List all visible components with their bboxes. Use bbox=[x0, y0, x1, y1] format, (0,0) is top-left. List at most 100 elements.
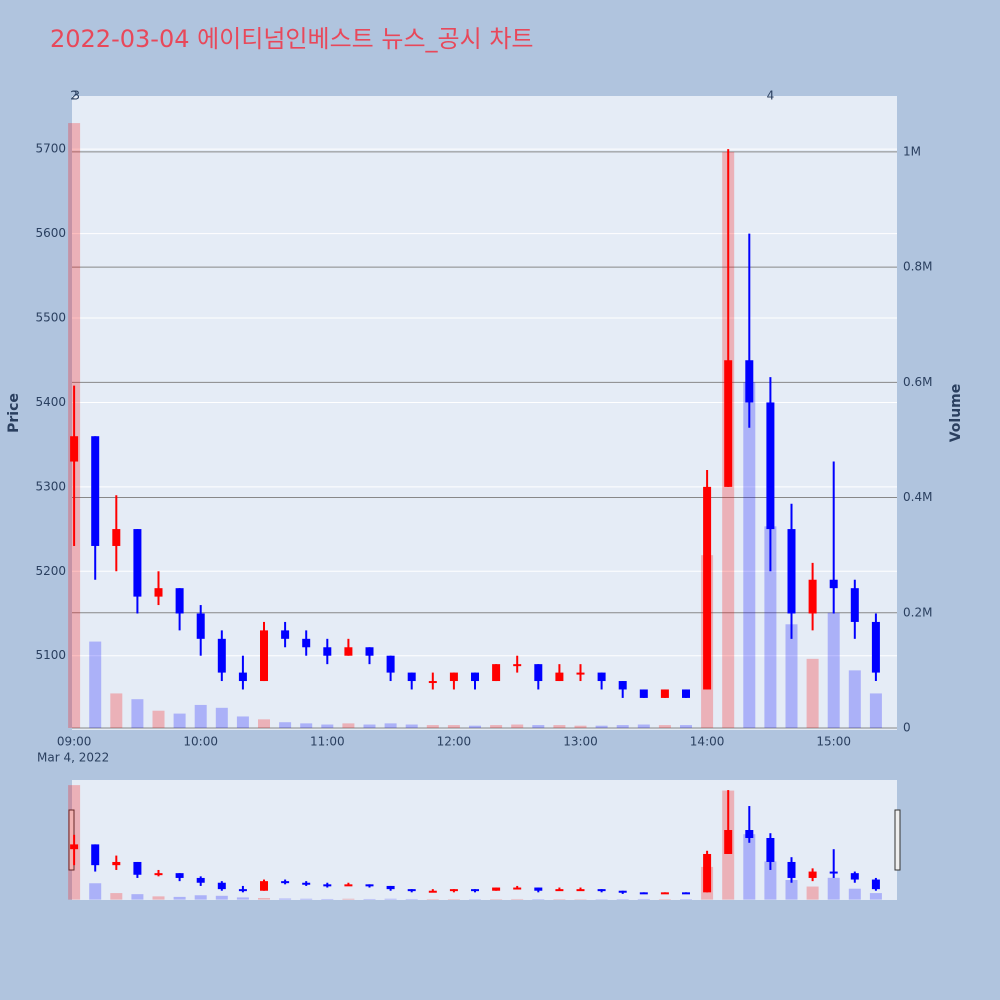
candle-body bbox=[513, 664, 522, 667]
candle-body bbox=[829, 579, 838, 589]
volume-bar bbox=[637, 724, 650, 728]
volume-bar bbox=[511, 724, 524, 728]
y-tick-label: 5500 bbox=[35, 311, 66, 325]
y-axis-title: Price bbox=[6, 393, 22, 433]
candle-body bbox=[766, 402, 775, 530]
slider-candle-body bbox=[745, 830, 754, 839]
volume-bar bbox=[743, 382, 756, 728]
slider-candle-body bbox=[808, 871, 817, 878]
y-tick-label: 5300 bbox=[35, 479, 66, 493]
slider-candle-body bbox=[724, 830, 733, 854]
volume-bar bbox=[848, 670, 861, 728]
candle-body bbox=[70, 436, 79, 462]
candle-body bbox=[175, 588, 184, 614]
x-tick-label: 12:00 bbox=[437, 735, 472, 749]
slider-candle-body bbox=[323, 884, 332, 887]
candle-body bbox=[91, 436, 100, 546]
slider-volume-bar bbox=[658, 899, 671, 900]
slider-volume-bar bbox=[848, 888, 861, 900]
y2-tick-label: 0.2M bbox=[903, 605, 932, 619]
slider-candle-body bbox=[829, 871, 838, 874]
candle-body bbox=[703, 486, 712, 690]
volume-bar bbox=[616, 725, 629, 728]
slider-volume-bar bbox=[743, 834, 756, 900]
slider-candle-body bbox=[555, 889, 564, 892]
candle-body bbox=[534, 664, 543, 682]
candle-body bbox=[428, 681, 437, 684]
volume-bar bbox=[680, 725, 693, 728]
volume-bar bbox=[553, 725, 566, 728]
slider-volume-bar bbox=[616, 899, 629, 900]
volume-bar bbox=[110, 693, 123, 728]
slider-volume-bar bbox=[405, 898, 418, 900]
slider-volume-bar bbox=[869, 893, 882, 900]
slider-candle-body bbox=[175, 873, 184, 878]
x-tick-label: 14:00 bbox=[690, 735, 725, 749]
candle-body bbox=[745, 360, 754, 403]
slider-candle-body bbox=[492, 887, 501, 891]
y2-tick-label: 0.4M bbox=[903, 490, 932, 504]
volume-bar bbox=[764, 526, 777, 728]
candle-body bbox=[787, 529, 796, 614]
volume-bar bbox=[869, 693, 882, 728]
slider-volume-bar bbox=[511, 898, 524, 900]
slider-candle-body bbox=[639, 892, 648, 895]
slider-candle-body bbox=[766, 838, 775, 862]
volume-bar bbox=[363, 724, 376, 728]
slider-volume-bar bbox=[827, 877, 840, 900]
candle-body bbox=[808, 579, 817, 614]
slider-volume-bar bbox=[152, 896, 165, 900]
slider-candle-body bbox=[871, 879, 880, 890]
slider-volume-bar bbox=[258, 897, 271, 900]
slider-candle-body bbox=[112, 861, 121, 866]
slider-volume-bar bbox=[236, 897, 249, 900]
volume-bar bbox=[574, 725, 587, 728]
slider-candle-body bbox=[534, 887, 543, 891]
y-tick-label: 5200 bbox=[35, 564, 66, 578]
slider-volume-bar bbox=[321, 898, 334, 900]
volume-bar bbox=[785, 624, 798, 728]
chart-title: 2022-03-04 에이티넘인베스트 뉴스_공시 차트 bbox=[50, 25, 533, 53]
volume-bar bbox=[595, 725, 608, 728]
slider-volume-bar bbox=[637, 898, 650, 900]
annotation: 4 bbox=[767, 89, 775, 103]
slider-candle-body bbox=[344, 884, 353, 887]
slider-handle-right[interactable] bbox=[894, 809, 901, 871]
volume-bar bbox=[447, 725, 460, 728]
slider-volume-bar bbox=[532, 899, 545, 900]
slider-volume-bar bbox=[342, 898, 355, 900]
candle-body bbox=[238, 672, 247, 682]
volume-bar bbox=[300, 723, 313, 728]
candle-body bbox=[260, 630, 269, 682]
slider-volume-bar bbox=[764, 861, 777, 900]
volume-bar bbox=[532, 725, 545, 728]
x-tick-label: 15:00 bbox=[816, 735, 851, 749]
slider-volume-bar bbox=[300, 898, 313, 900]
candle-body bbox=[302, 638, 311, 648]
y2-axis-title: Volume bbox=[948, 384, 964, 443]
candle-body bbox=[365, 647, 374, 656]
slider-volume-bar bbox=[680, 899, 693, 900]
x-date-label: Mar 4, 2022 bbox=[37, 751, 109, 765]
slider-candle-body bbox=[682, 892, 691, 895]
range-slider[interactable] bbox=[72, 780, 897, 900]
y2-tick-label: 1M bbox=[903, 144, 921, 158]
candle-body bbox=[660, 689, 669, 698]
candle-body bbox=[471, 672, 480, 682]
volume-bar bbox=[321, 724, 334, 728]
volume-bar bbox=[658, 725, 671, 728]
slider-volume-bar bbox=[89, 883, 102, 900]
volume-bar bbox=[258, 719, 271, 728]
slider-volume-bar bbox=[447, 899, 460, 900]
x-tick-label: 10:00 bbox=[183, 735, 218, 749]
slider-candle-body bbox=[260, 881, 269, 891]
slider-candle-body bbox=[281, 881, 290, 884]
candle-body bbox=[449, 672, 458, 682]
slider-candle-body bbox=[91, 844, 100, 866]
slider-candle-body bbox=[133, 861, 142, 875]
candle-body bbox=[618, 681, 627, 690]
candle-body bbox=[154, 588, 163, 597]
slider-candle-body bbox=[302, 882, 311, 885]
slider-candle-body bbox=[660, 892, 669, 895]
candle-body bbox=[281, 630, 290, 639]
